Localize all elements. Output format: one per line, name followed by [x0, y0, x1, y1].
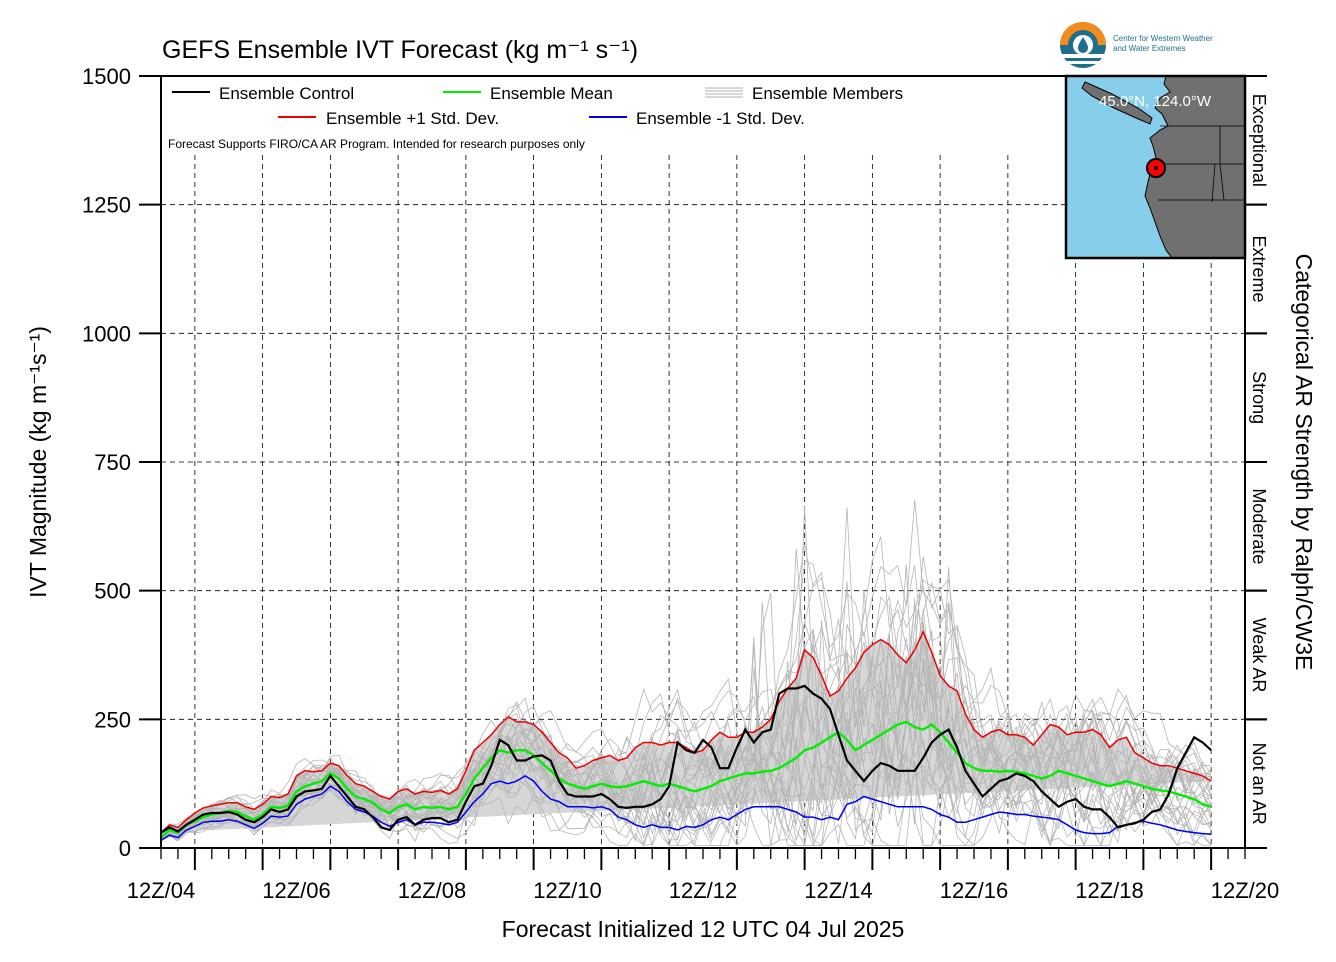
y-tick-label: 1250 — [82, 193, 131, 218]
y-axis-ticks: 0 250 500 750 1000 1250 1500 — [82, 64, 161, 861]
category-label: Not an AR — [1249, 743, 1269, 825]
legend-label-members: Ensemble Members — [752, 84, 903, 103]
x-tick-label: 12Z/14 — [804, 878, 873, 903]
x-tick-label: 12Z/20 — [1211, 878, 1280, 903]
ensemble-member-line — [161, 630, 1212, 846]
legend: Ensemble Control Ensemble Mean Ensemble … — [168, 84, 903, 151]
ensemble-member-line — [161, 565, 1212, 846]
legend-label-mean: Ensemble Mean — [490, 84, 613, 103]
x-tick-label: 12Z/18 — [1075, 878, 1144, 903]
ar-category-axis: Not an AR Weak AR Moderate Strong Extreme Exc… — [1245, 75, 1269, 849]
x-tick-label: 12Z/06 — [262, 878, 331, 903]
map-borders — [1153, 125, 1245, 203]
category-label: Strong — [1249, 371, 1269, 424]
plus-std-line — [161, 629, 1212, 834]
x-axis-label: Forecast Initialized 12 UTC 04 Jul 2025 — [502, 916, 905, 942]
y-tick-label: 250 — [94, 707, 131, 732]
y-tick-label: 500 — [94, 579, 131, 604]
ensemble-member-line — [161, 605, 1212, 846]
mean-line — [161, 720, 1212, 839]
legend-label-minus-std: Ensemble -1 Std. Dev. — [636, 109, 805, 128]
y-axis-label: IVT Magnitude (kg m⁻¹s⁻¹) — [25, 326, 51, 598]
category-label: Weak AR — [1249, 618, 1269, 693]
logo-text-line1: Center for Western Weather — [1113, 34, 1213, 43]
logo-text-line2: and Water Extremes — [1113, 44, 1186, 53]
y-tick-label: 1500 — [82, 64, 131, 89]
ensemble-member-line — [161, 589, 1212, 837]
legend-swatch-members — [705, 87, 743, 98]
map-coord-label: 45.0°N, 124.0°W — [1099, 93, 1212, 110]
category-label: Moderate — [1249, 488, 1269, 564]
control-line — [161, 684, 1212, 834]
x-tick-label: 12Z/16 — [940, 878, 1009, 903]
ensemble-member-line — [161, 640, 1212, 847]
x-tick-label: 12Z/04 — [127, 878, 196, 903]
series-group — [161, 629, 1212, 841]
y-tick-label: 1000 — [82, 321, 131, 346]
map-land — [1144, 76, 1245, 258]
right-axis-label: Categorical AR Strength by Ralph/CW3E — [1291, 254, 1317, 671]
ensemble-member-line — [161, 638, 1212, 847]
x-tick-label: 12Z/10 — [533, 878, 602, 903]
ensemble-member-line — [161, 632, 1212, 846]
category-label: Exceptional — [1249, 94, 1269, 187]
category-label: Extreme — [1249, 235, 1269, 302]
inset-map: 45.0°N, 124.0°W — [1064, 74, 1247, 260]
ensemble-member-line — [161, 598, 1212, 846]
x-tick-label: 12Z/12 — [669, 878, 738, 903]
research-note: Forecast Supports FIRO/CA AR Program. In… — [168, 137, 585, 151]
ensemble-member-line — [161, 499, 1212, 846]
map-frame — [1064, 74, 1247, 260]
legend-label-control: Ensemble Control — [219, 84, 354, 103]
cw3e-logo: Center for Western Weather and Water Ext… — [1060, 22, 1213, 68]
minus-std-line — [161, 775, 1212, 841]
y-tick-label: 750 — [94, 450, 131, 475]
map-island — [1081, 81, 1153, 125]
chart-title: GEFS Ensemble IVT Forecast (kg m⁻¹ s⁻¹) — [162, 36, 638, 64]
x-axis-ticks: 12Z/04 12Z/06 12Z/08 12Z/10 12Z/12 12Z/14 12Z/… — [127, 848, 1280, 903]
x-tick-label: 12Z/08 — [398, 878, 467, 903]
y-tick-label: 0 — [119, 836, 131, 861]
legend-label-plus-std: Ensemble +1 Std. Dev. — [326, 109, 499, 128]
